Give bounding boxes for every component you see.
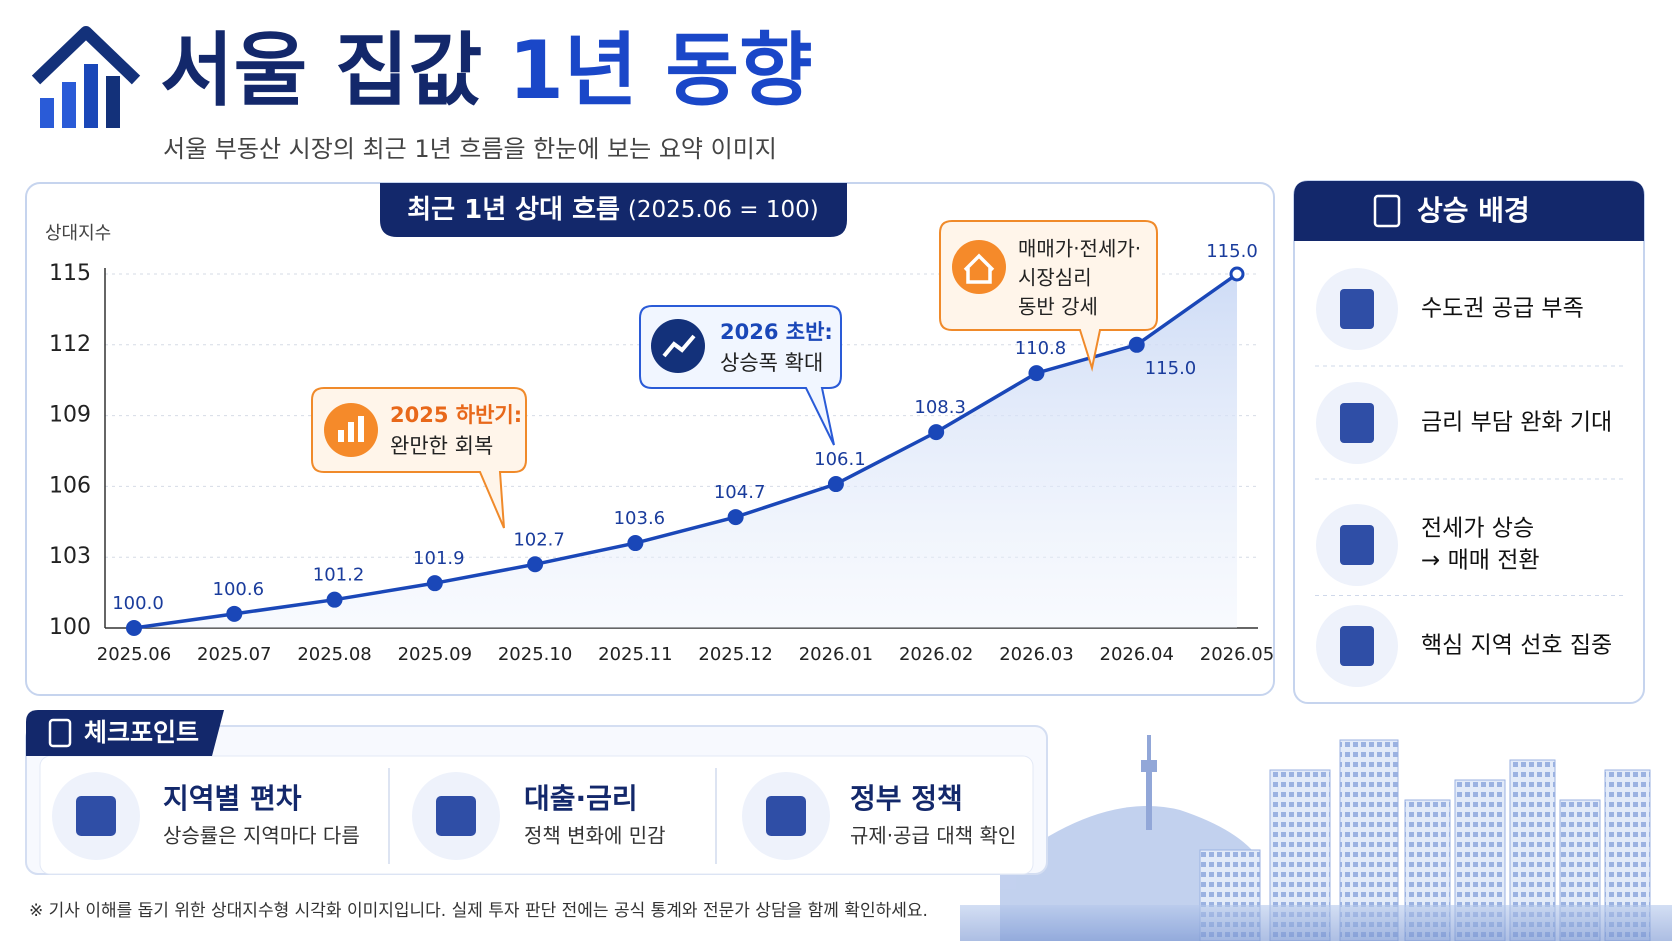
data-label: 115.0	[1206, 241, 1258, 262]
y-axis-label: 상대지수	[45, 223, 111, 244]
background-item: 수도권 공급 부족	[1421, 296, 1584, 322]
x-tick-label: 2025.09	[398, 644, 472, 665]
x-tick-label: 2026.03	[999, 644, 1073, 665]
subtitle: 서울 부동산 시장의 최근 1년 흐름을 한눈에 보는 요약 이미지	[163, 135, 777, 163]
data-label: 100.0	[112, 593, 164, 614]
y-tick-label: 109	[49, 403, 91, 428]
point	[326, 591, 343, 608]
icon-glyph	[1340, 403, 1374, 443]
icon-glyph	[1340, 626, 1374, 666]
x-tick-label: 2026.01	[799, 644, 873, 665]
x-tick-label: 2026.02	[899, 644, 973, 665]
callout: 매매가·전세가· 시장심리 동반 강세	[939, 220, 1158, 372]
footnote: ※ 기사 이해를 돕기 위한 상대지수형 시각화 이미지입니다. 실제 투자 판…	[29, 901, 928, 921]
point	[627, 535, 644, 552]
icon	[1373, 194, 1401, 228]
data-label: 100.6	[213, 579, 265, 600]
callout-text: 동반 강세	[1018, 295, 1098, 319]
checkpoint-inner	[39, 755, 1034, 875]
checkpoint-item-title: 지역별 편차	[163, 782, 302, 815]
callout: 2026 초반: 상승폭 확대	[639, 305, 842, 446]
y-tick-label: 112	[49, 332, 91, 357]
x-tick-label: 2026.05	[1200, 644, 1274, 665]
area	[134, 274, 1237, 628]
icon-glyph	[766, 796, 806, 836]
checkpoint-item-title: 정부 정책	[850, 782, 963, 815]
page-title: 서울 집값 1년 동향	[160, 24, 813, 117]
point	[426, 575, 443, 592]
icon-glyph	[1340, 525, 1374, 565]
callout-text: 상승폭 확대	[720, 351, 823, 375]
callout-title: 2026 초반:	[720, 320, 833, 344]
data-label: 102.7	[513, 529, 565, 550]
data-label: 104.7	[714, 482, 766, 503]
chart-title: 최근 1년 상대 흐름 (2025.06 = 100)	[407, 195, 819, 225]
icon-glyph	[1340, 289, 1374, 329]
background-item: 핵심 지역 선호 집중	[1421, 633, 1612, 659]
background-title: 상승 배경	[1417, 194, 1530, 227]
x-tick-label: 2025.08	[297, 644, 371, 665]
point	[226, 605, 243, 622]
chart-title-pill	[380, 183, 847, 237]
x-tick-label: 2025.07	[197, 644, 271, 665]
checkpoint-item-text: 상승률은 지역마다 다름	[163, 824, 360, 848]
data-label: 106.1	[814, 449, 866, 470]
data-label: 101.2	[313, 565, 365, 586]
callout-text: 완만한 회복	[390, 434, 493, 458]
point	[928, 424, 945, 441]
data-label: 103.6	[614, 508, 666, 529]
point-note: 115.0	[1145, 358, 1197, 379]
icon	[48, 718, 72, 748]
data-label: 108.3	[914, 397, 966, 418]
point	[1128, 336, 1145, 353]
checkpoint-title: 체크포인트	[84, 718, 199, 747]
skyline	[960, 735, 1672, 941]
chart-title-note: (2025.06 = 100)	[628, 197, 819, 223]
line	[133, 272, 1239, 630]
logo	[31, 26, 141, 128]
checkpoint-item-title: 대출·금리	[524, 782, 638, 815]
point	[1229, 266, 1245, 282]
x-tick-label: 2025.11	[598, 644, 672, 665]
point	[1028, 365, 1045, 382]
callout-text: 매매가·전세가·	[1018, 237, 1141, 261]
checkpoint-tab	[26, 710, 224, 756]
y-tick-label: 103	[49, 544, 91, 569]
icon-glyph	[76, 796, 116, 836]
point	[727, 509, 744, 526]
data-label: 110.8	[1015, 338, 1067, 359]
callout: 2025 하반기: 완만한 회복	[311, 387, 527, 529]
title-main: 서울 집값	[160, 24, 482, 117]
data-label: 101.9	[413, 548, 465, 569]
y-tick-label: 106	[49, 473, 91, 498]
icon-glyph	[436, 796, 476, 836]
chart-title-main: 최근 1년 상대 흐름	[407, 195, 620, 225]
checkpoint-item-text: 정책 변화에 민감	[524, 824, 666, 848]
background-item: → 매매 전환	[1421, 548, 1540, 574]
point	[827, 476, 844, 493]
callout-text: 시장심리	[1018, 266, 1092, 290]
checkpoint-item-text: 규제·공급 대책 확인	[850, 824, 1016, 848]
callout-title: 2025 하반기:	[390, 403, 522, 427]
y-tick-label: 100	[49, 615, 91, 640]
y-tick-label: 115	[49, 261, 91, 286]
x-tick-label: 2026.04	[1100, 644, 1174, 665]
x-tick-label: 2025.12	[698, 644, 772, 665]
point	[527, 556, 544, 573]
point	[126, 620, 142, 636]
background-item: 금리 부담 완화 기대	[1421, 410, 1612, 436]
background-item: 전세가 상승	[1421, 516, 1534, 542]
title-highlight: 1년 동향	[508, 24, 812, 117]
x-tick-label: 2025.10	[498, 644, 572, 665]
x-tick-label: 2025.06	[97, 644, 171, 665]
